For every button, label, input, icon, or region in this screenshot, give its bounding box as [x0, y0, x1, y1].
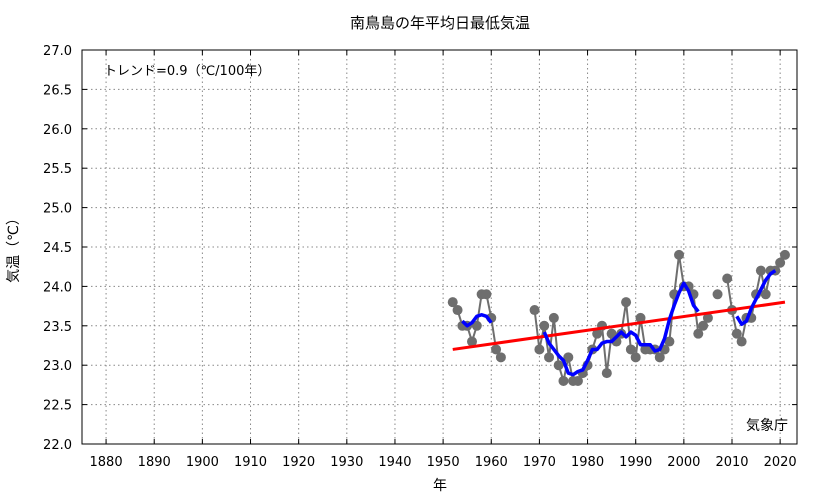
annual-point	[572, 375, 583, 386]
annual-point	[635, 312, 646, 323]
annual-point	[495, 352, 506, 363]
credit-label: 気象庁	[746, 418, 788, 434]
annual-point	[491, 344, 502, 355]
x-tick-label: 2010	[715, 455, 748, 470]
annual-point	[481, 289, 492, 300]
series-layer	[447, 249, 790, 386]
annual-point	[544, 352, 555, 363]
y-tick-label: 26.0	[43, 123, 72, 138]
moving-average-line	[735, 269, 777, 326]
y-tick-label: 25.0	[43, 202, 72, 217]
annual-point	[779, 249, 790, 260]
moving-average-line	[461, 313, 493, 328]
x-tick-label: 1950	[427, 455, 460, 470]
y-axis-label: 気温（℃）	[6, 211, 22, 283]
y-tick-label: 25.5	[43, 162, 72, 177]
annual-point	[592, 328, 603, 339]
annual-point	[693, 328, 704, 339]
annual-point	[712, 289, 723, 300]
y-tick-label: 27.0	[43, 44, 72, 59]
x-tick-label: 1990	[619, 455, 652, 470]
y-tick-label: 24.5	[43, 241, 72, 256]
annual-point	[452, 305, 463, 316]
annual-point	[621, 297, 632, 308]
annual-point	[447, 297, 458, 308]
grid	[82, 49, 797, 445]
annual-point	[467, 336, 477, 347]
x-tick-label: 1890	[138, 455, 171, 470]
annual-point	[548, 312, 559, 323]
x-axis-label: 年	[433, 478, 447, 494]
annual-point	[601, 368, 612, 379]
trend-line	[452, 300, 786, 351]
y-tick-label: 23.5	[43, 320, 72, 335]
annual-point	[534, 344, 545, 355]
y-tick-label: 24.0	[43, 280, 72, 295]
annual-point	[563, 352, 574, 363]
annual-point	[702, 312, 713, 323]
x-tick-label: 1920	[282, 455, 315, 470]
annual-point	[664, 336, 675, 347]
y-tick-label: 23.0	[43, 359, 72, 374]
x-tick-label: 1940	[378, 455, 411, 470]
y-tick-label: 22.5	[43, 399, 72, 414]
annual-point	[529, 305, 540, 316]
x-tick-label: 1980	[571, 455, 604, 470]
x-tick-label: 1910	[234, 455, 267, 470]
x-tick-label: 2020	[764, 455, 797, 470]
x-tick-label: 1970	[523, 455, 556, 470]
annual-point	[625, 344, 636, 355]
moving-average-line	[542, 281, 700, 377]
annual-point	[553, 360, 564, 371]
annual-point	[736, 336, 747, 347]
y-tick-label: 26.5	[43, 83, 72, 98]
chart-title: 南鳥島の年平均日最低気温	[350, 14, 530, 32]
annual-point	[539, 320, 550, 331]
annual-point	[760, 289, 771, 300]
y-tick-label: 22.0	[43, 438, 72, 453]
trend-annotation: トレンド=0.9（℃/100年）	[104, 64, 270, 79]
annual-point	[698, 320, 709, 331]
x-tick-label: 1960	[475, 455, 508, 470]
ticks: 1880 1890 1900 1910 1920 1930 1940 1950 1960 1970…	[43, 44, 797, 470]
x-tick-label: 1880	[90, 455, 123, 470]
annual-point	[606, 328, 617, 339]
annual-point	[654, 352, 665, 363]
x-tick-label: 1930	[330, 455, 363, 470]
annual-point	[755, 265, 766, 276]
annual-point	[630, 352, 641, 363]
annual-point	[731, 328, 742, 339]
annual-point	[471, 320, 482, 331]
annual-point	[674, 249, 685, 260]
annual-point	[722, 273, 733, 284]
x-tick-label: 2000	[667, 455, 700, 470]
annual-point	[558, 375, 569, 386]
annual-point	[775, 257, 786, 268]
x-tick-label: 1900	[186, 455, 219, 470]
